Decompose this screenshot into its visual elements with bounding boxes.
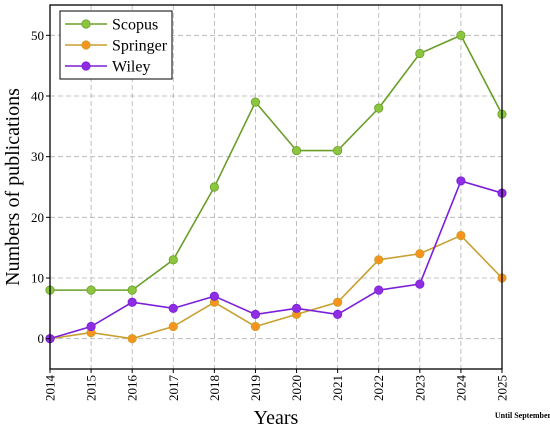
scopus-legend-marker [81, 19, 91, 29]
series-layer [45, 30, 507, 344]
plot-frame [49, 4, 503, 370]
scopus-point-2018 [209, 182, 219, 192]
wiley-legend-marker [81, 61, 91, 71]
x-tick-label: 2022 [371, 375, 386, 401]
y-tick-label: 20 [31, 210, 44, 225]
springer-point-2021 [333, 297, 343, 307]
x-tick-label: 2023 [412, 375, 427, 401]
springer-point-2024 [456, 230, 466, 241]
y-tick-label: 40 [31, 89, 44, 104]
x-tick-label: 2019 [248, 375, 263, 401]
x-tick-label: 2015 [84, 375, 99, 401]
x-axis-title: Years [254, 407, 299, 429]
wiley-point-2017 [168, 303, 178, 313]
x-axis: 2014 2015 2016 2017 2018 2019 2020 2021 2022 2023… [43, 369, 510, 401]
scopus-point-2020 [291, 146, 302, 156]
wiley-point-2020 [291, 303, 302, 313]
springer-point-2017 [168, 321, 178, 332]
y-tick-label: 10 [31, 271, 44, 286]
wiley-point-2021 [333, 309, 343, 319]
wiley-point-2019 [250, 309, 261, 319]
scopus-series-line [50, 34, 503, 291]
wiley-legend-label: Wiley [112, 59, 150, 76]
wiley-point-2015 [86, 321, 96, 332]
y-tick-label: 0 [38, 331, 45, 346]
springer-legend-label: Springer [112, 38, 168, 55]
scopus-point-2022 [374, 103, 384, 113]
springer-point-2019 [250, 321, 261, 332]
x-tick-label: 2014 [43, 375, 58, 402]
springer-point-2023 [415, 249, 425, 259]
springer-legend-marker [81, 40, 91, 50]
y-tick-label: 30 [31, 149, 44, 164]
x-tick-label: 2020 [289, 375, 304, 401]
x-tick-label: 2017 [166, 375, 181, 402]
x-tick-label: 2024 [453, 375, 468, 402]
wiley-point-2023 [415, 279, 425, 289]
scopus-point-2015 [86, 285, 96, 295]
legend: Scopus Springer Wiley [59, 10, 173, 80]
scopus-point-2021 [333, 146, 343, 156]
scopus-point-2019 [250, 97, 261, 107]
y-axis-title: Numbers of publications [2, 88, 24, 286]
springer-point-2016 [127, 334, 137, 344]
wiley-point-2024 [456, 176, 466, 186]
scopus-point-2016 [127, 285, 137, 295]
scopus-point-2017 [168, 255, 178, 265]
scopus-legend-label: Scopus [112, 17, 158, 34]
x-tick-label: 2016 [125, 375, 140, 402]
x-tick-label: 2018 [207, 375, 222, 401]
wiley-point-2016 [127, 297, 137, 307]
springer-series-line [49, 234, 503, 340]
x-tick-label: 2021 [330, 375, 345, 401]
scopus-point-2024 [456, 30, 466, 40]
scopus-point-2023 [415, 48, 425, 59]
wiley-point-2018 [209, 291, 219, 301]
until-september-note: Until September [495, 411, 550, 420]
y-tick-label: 50 [31, 28, 44, 43]
wiley-point-2022 [374, 285, 384, 295]
wiley-series-line [49, 179, 503, 340]
y-axis: 0 10 20 30 40 50 [31, 28, 50, 346]
x-tick-label: 2025 [495, 375, 510, 401]
springer-point-2022 [374, 255, 384, 265]
